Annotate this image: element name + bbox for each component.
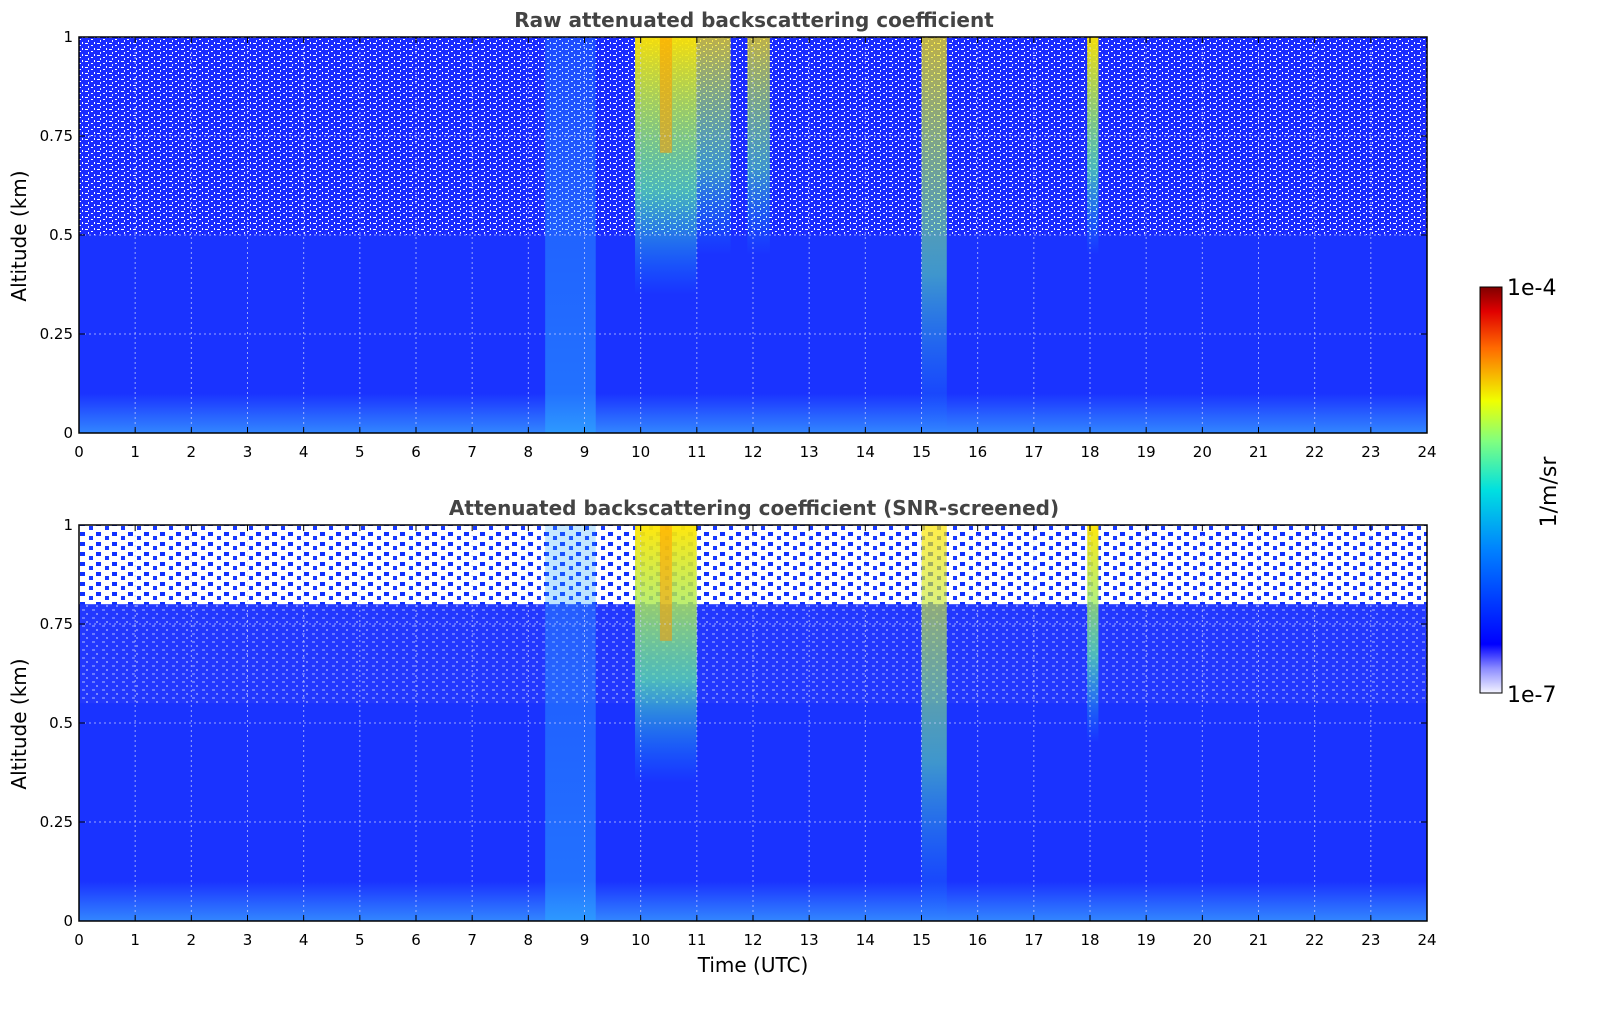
colorbar-min-label: 1e-7 bbox=[1507, 683, 1556, 708]
x-tick-label: 24 bbox=[1417, 931, 1436, 949]
x-tick-label: 3 bbox=[243, 443, 253, 461]
x-tick-label: 0 bbox=[74, 443, 84, 461]
x-tick-label: 7 bbox=[467, 443, 477, 461]
chart-title: Raw attenuated backscattering coefficien… bbox=[514, 8, 994, 32]
x-tick-label: 15 bbox=[912, 931, 931, 949]
y-axis: 0 0.25 0.5 0.75 1 bbox=[40, 516, 1427, 930]
x-tick-label: 14 bbox=[856, 931, 875, 949]
colorbar-max-label: 1e-4 bbox=[1507, 276, 1556, 301]
y-tick-label: 0.25 bbox=[40, 813, 73, 831]
x-tick-label: 23 bbox=[1361, 931, 1380, 949]
x-tick-label: 17 bbox=[1024, 931, 1043, 949]
x-axis: 0 1 2 3 4 5 6 7 8 9 10 11 12 13 14 15 16 17 18 19 20 21 22 23 24 bbox=[74, 37, 1437, 461]
grid bbox=[79, 37, 1427, 433]
heatmap-feature-precipitation-fall-streaks bbox=[696, 37, 731, 255]
x-tick-label: 13 bbox=[800, 931, 819, 949]
x-tick-label: 2 bbox=[187, 443, 197, 461]
y-tick-label: 0.75 bbox=[40, 615, 73, 633]
x-tick-label: 16 bbox=[968, 443, 987, 461]
y-tick-label: 0 bbox=[63, 424, 73, 442]
x-axis-label: Time (UTC) bbox=[697, 953, 809, 977]
x-tick-label: 3 bbox=[243, 931, 253, 949]
x-tick-label: 23 bbox=[1361, 443, 1380, 461]
x-tick-label: 21 bbox=[1249, 931, 1268, 949]
x-tick-label: 14 bbox=[856, 443, 875, 461]
x-axis: 0 1 2 3 4 5 6 7 8 9 10 11 12 13 14 15 16 17 18 19 20 21 22 23 24 bbox=[74, 525, 1437, 949]
x-tick-label: 10 bbox=[631, 443, 650, 461]
heatmap-feature-precipitation-fall-streaks bbox=[747, 37, 770, 255]
x-tick-label: 5 bbox=[355, 931, 365, 949]
colorbar-unit-label: 1/m/sr bbox=[1537, 456, 1562, 528]
x-tick-label: 16 bbox=[968, 931, 987, 949]
x-tick-label: 11 bbox=[687, 931, 706, 949]
x-tick-label: 19 bbox=[1137, 443, 1156, 461]
x-tick-label: 13 bbox=[800, 443, 819, 461]
x-tick-label: 12 bbox=[743, 931, 762, 949]
colorbar-gradient bbox=[1479, 286, 1503, 694]
x-tick-label: 1 bbox=[130, 931, 140, 949]
x-tick-label: 22 bbox=[1305, 931, 1324, 949]
heatmap-feature-core bbox=[659, 37, 672, 153]
heatmap-feature-rain-streak bbox=[1087, 525, 1099, 743]
y-tick-label: 1 bbox=[63, 28, 73, 46]
y-axis-label: Altitude (km) bbox=[7, 170, 31, 301]
x-tick-label: 22 bbox=[1305, 443, 1324, 461]
panel-raw: Raw attenuated backscattering coefficien… bbox=[7, 8, 1437, 461]
x-tick-label: 8 bbox=[524, 931, 534, 949]
x-tick-label: 11 bbox=[687, 443, 706, 461]
x-tick-label: 12 bbox=[743, 443, 762, 461]
x-tick-label: 10 bbox=[631, 931, 650, 949]
x-tick-label: 18 bbox=[1080, 931, 1099, 949]
x-tick-label: 5 bbox=[355, 443, 365, 461]
x-tick-label: 6 bbox=[411, 931, 421, 949]
x-tick-label: 1 bbox=[130, 443, 140, 461]
x-tick-label: 24 bbox=[1417, 443, 1436, 461]
x-tick-label: 18 bbox=[1080, 443, 1099, 461]
x-tick-label: 9 bbox=[580, 931, 590, 949]
colorbar: 1e-4 1e-7 1/m/sr bbox=[1479, 276, 1562, 708]
x-tick-label: 20 bbox=[1193, 931, 1212, 949]
heatmap-feature-rain-streak bbox=[1087, 37, 1099, 255]
x-tick-label: 6 bbox=[411, 443, 421, 461]
x-tick-label: 20 bbox=[1193, 443, 1212, 461]
x-tick-label: 9 bbox=[580, 443, 590, 461]
x-tick-label: 0 bbox=[74, 931, 84, 949]
x-tick-label: 7 bbox=[467, 931, 477, 949]
plot-area: 0 1 2 3 4 5 6 7 8 9 10 11 12 13 14 15 16 17 18 19 20 21 22 23 24… bbox=[40, 28, 1437, 461]
x-tick-label: 8 bbox=[524, 443, 534, 461]
y-axis: 0 0.25 0.5 0.75 1 bbox=[40, 28, 1427, 442]
y-tick-label: 0.5 bbox=[49, 226, 73, 244]
y-tick-label: 1 bbox=[63, 516, 73, 534]
grid bbox=[79, 525, 1427, 921]
panel-screened: Attenuated backscattering coefficient (S… bbox=[7, 496, 1437, 977]
plot-area: 0 1 2 3 4 5 6 7 8 9 10 11 12 13 14 15 16 17 18 19 20 21 22 23 24… bbox=[40, 516, 1437, 949]
chart-title: Attenuated backscattering coefficient (S… bbox=[449, 496, 1059, 520]
y-tick-label: 0 bbox=[63, 912, 73, 930]
x-tick-label: 2 bbox=[187, 931, 197, 949]
heatmap-feature-core bbox=[659, 525, 672, 641]
x-tick-label: 19 bbox=[1137, 931, 1156, 949]
y-axis-label: Altitude (km) bbox=[7, 658, 31, 789]
y-tick-label: 0.5 bbox=[49, 714, 73, 732]
x-tick-label: 21 bbox=[1249, 443, 1268, 461]
x-tick-label: 15 bbox=[912, 443, 931, 461]
y-tick-label: 0.75 bbox=[40, 127, 73, 145]
x-tick-label: 4 bbox=[299, 931, 309, 949]
x-tick-label: 17 bbox=[1024, 443, 1043, 461]
y-tick-label: 0.25 bbox=[40, 325, 73, 343]
x-tick-label: 4 bbox=[299, 443, 309, 461]
